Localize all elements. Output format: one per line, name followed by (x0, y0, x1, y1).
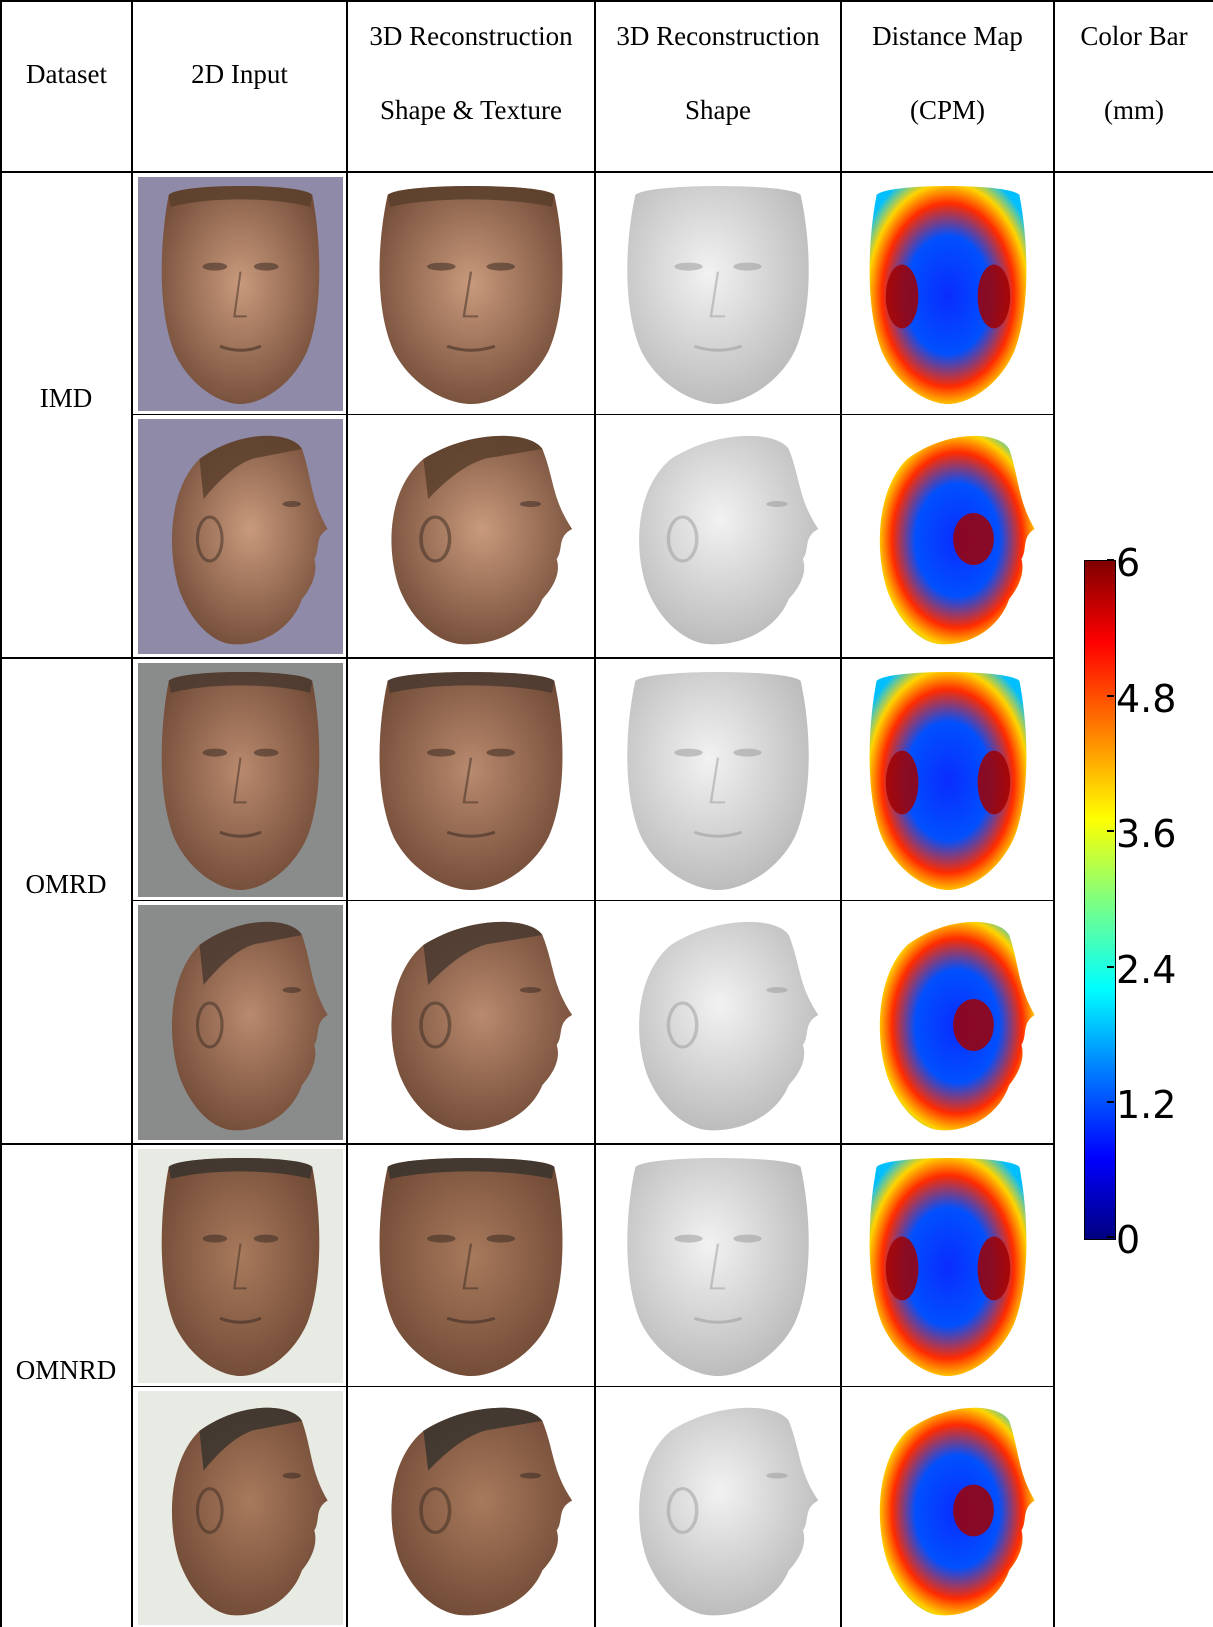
colorbar-tick-label: 6 (1116, 541, 1141, 585)
input-image (138, 177, 343, 411)
recon-shape-image (600, 1391, 836, 1625)
header-color-bar: Color Bar (mm) (1080, 21, 1188, 125)
distance-image (846, 1391, 1050, 1625)
face-shape (627, 671, 809, 891)
face-shape (869, 1157, 1027, 1377)
table-top-border (0, 0, 1213, 2)
colorbar-tick-label: 0 (1116, 1218, 1141, 1262)
distance-image (846, 905, 1050, 1140)
face-shape (639, 1407, 819, 1616)
tick-mark (1107, 830, 1114, 832)
tick-mark (1107, 966, 1114, 968)
recon-shape-image (600, 419, 836, 654)
dataset-label-imd: IMD (39, 383, 93, 413)
recon-shape-image (600, 177, 836, 411)
header-recon-shape: 3D Reconstruction Shape (616, 21, 820, 125)
header-2d-input: 2D Input (191, 59, 288, 89)
face-shape (869, 185, 1027, 405)
recon-tex-image (352, 419, 590, 654)
face-shape (391, 435, 573, 645)
face-shape (639, 435, 819, 645)
recon-tex-image (352, 177, 590, 411)
colorbar-tick-label: 4.8 (1116, 677, 1177, 721)
distance-image (846, 1149, 1050, 1383)
col-divider-5 (1053, 0, 1055, 1627)
tick-mark (1107, 1236, 1114, 1238)
colorbar-tick-label: 1.2 (1116, 1083, 1177, 1127)
color-bar (1084, 560, 1116, 1240)
recon-shape-image (600, 1149, 836, 1383)
colorbar-tick-label: 3.6 (1116, 812, 1177, 856)
distance-image (846, 419, 1050, 654)
col-divider-3 (594, 0, 596, 1627)
dataset-label-omnrd: OMNRD (15, 1355, 117, 1385)
input-image (138, 1149, 343, 1383)
left-border (0, 0, 2, 1627)
col-divider-2 (346, 0, 348, 1627)
recon-tex-image (352, 1391, 590, 1625)
header-bottom-border (0, 171, 1213, 173)
face-shape (379, 1157, 563, 1377)
face-shape (627, 185, 809, 405)
input-image (138, 419, 343, 654)
tick-mark (1107, 559, 1114, 561)
face-shape (391, 1407, 573, 1616)
face-shape (627, 1157, 809, 1377)
colorbar-tick-label: 2.4 (1116, 948, 1177, 992)
face-shape (379, 671, 563, 891)
omnrd-mid-border (132, 1386, 1054, 1387)
distance-image (846, 663, 1050, 897)
header-distance-map: Distance Map (CPM) (872, 21, 1023, 125)
col-divider-4 (840, 0, 842, 1627)
face-shape (379, 185, 563, 405)
omrd-bottom-border (0, 1143, 1054, 1145)
recon-shape-image (600, 663, 836, 897)
recon-tex-image (352, 663, 590, 897)
face-shape (391, 921, 573, 1131)
recon-tex-image (352, 905, 590, 1140)
dataset-label-omrd: OMRD (25, 869, 107, 899)
imd-mid-border (132, 414, 1054, 415)
recon-tex-image (352, 1149, 590, 1383)
recon-shape-image (600, 905, 836, 1140)
face-shape (161, 185, 320, 405)
input-image (138, 663, 343, 897)
face-shape (161, 671, 320, 891)
imd-bottom-border (0, 657, 1054, 659)
face-shape (639, 921, 819, 1131)
face-shape (161, 1157, 320, 1377)
tick-mark (1107, 695, 1114, 697)
input-image (138, 1391, 343, 1625)
header-recon-texture: 3D Reconstruction Shape & Texture (369, 21, 573, 125)
omrd-mid-border (132, 900, 1054, 901)
input-image (138, 905, 343, 1140)
tick-mark (1107, 1101, 1114, 1103)
distance-image (846, 177, 1050, 411)
face-shape (869, 671, 1027, 891)
col-divider-1 (131, 0, 133, 1627)
header-dataset: Dataset (26, 59, 107, 89)
